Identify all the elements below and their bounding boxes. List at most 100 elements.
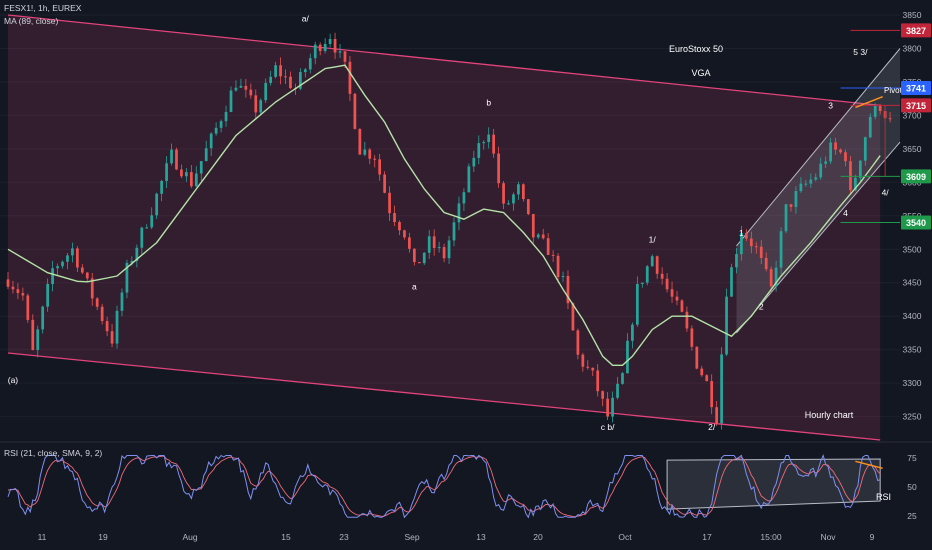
- candle: [799, 183, 803, 192]
- ma-legend[interactable]: MA (89, close): [4, 16, 59, 26]
- candle: [640, 282, 644, 284]
- price-tag[interactable]: 3715: [901, 98, 931, 113]
- candle: [779, 231, 783, 268]
- price-tag[interactable]: 3609: [901, 169, 931, 184]
- candle: [596, 370, 600, 392]
- candle: [566, 276, 570, 304]
- rsi-pane: 75 50 25: [7, 453, 917, 521]
- candle: [175, 149, 178, 170]
- time-tick-label: Nov: [820, 532, 836, 542]
- rsi-legend[interactable]: RSI (21, close, SMA, 9, 2): [4, 448, 103, 458]
- candle: [51, 268, 54, 285]
- price-tag-label: 3609: [906, 172, 926, 182]
- candle: [66, 255, 69, 262]
- candle: [338, 51, 342, 53]
- candle: [754, 246, 758, 248]
- candle: [730, 267, 733, 297]
- candle: [56, 266, 59, 269]
- candle: [170, 149, 173, 164]
- candle: [804, 183, 808, 185]
- candle: [670, 289, 674, 297]
- rising-channel: [736, 48, 900, 333]
- candle: [695, 346, 699, 369]
- candle: [536, 234, 540, 238]
- candle: [249, 89, 253, 96]
- rsi-orange-line: [855, 460, 883, 470]
- candle: [363, 149, 367, 155]
- price-tag[interactable]: 3827: [901, 23, 931, 38]
- candle: [482, 142, 486, 144]
- candle: [611, 397, 614, 417]
- time-tick-label: 13: [476, 532, 486, 542]
- price-tag-bg: [901, 169, 931, 184]
- candle: [616, 383, 619, 398]
- candle: [46, 284, 50, 307]
- rising-channel-lower-line[interactable]: [736, 141, 901, 334]
- time-tick-label: 17: [702, 532, 712, 542]
- candle: [462, 192, 466, 204]
- time-tick-label: 20: [533, 532, 543, 542]
- candle: [417, 262, 421, 264]
- candle: [561, 276, 565, 278]
- candle: [497, 153, 500, 184]
- channel-upper-line[interactable]: [7, 14, 881, 107]
- candle: [571, 303, 575, 331]
- candle: [784, 204, 788, 232]
- candle: [749, 238, 753, 247]
- price-tick-label: 3300: [903, 378, 922, 388]
- candle: [650, 256, 654, 267]
- rsi-channel: [666, 458, 881, 510]
- wave-label: a: [412, 281, 417, 291]
- candle: [105, 321, 109, 332]
- chart-subtitle: VGA: [691, 68, 710, 78]
- candle: [769, 269, 773, 287]
- candle: [740, 232, 743, 255]
- rising-channel-upper-line[interactable]: [736, 48, 901, 247]
- candle: [254, 95, 258, 113]
- candle: [680, 300, 684, 312]
- candle: [824, 161, 828, 164]
- candle: [383, 174, 386, 193]
- wave-label: 2/: [708, 422, 716, 432]
- candle: [442, 247, 446, 259]
- candle: [26, 295, 30, 320]
- candle: [834, 142, 837, 150]
- candle: [735, 254, 738, 268]
- candle: [259, 100, 263, 113]
- candle: [759, 246, 763, 258]
- symbol-legend[interactable]: FESX1!, 1h, EUREX: [4, 3, 82, 13]
- candle: [378, 159, 382, 175]
- candle: [888, 118, 892, 120]
- candle: [492, 134, 496, 154]
- price-tag-label: 3715: [906, 101, 926, 111]
- price-tag[interactable]: 3540: [901, 215, 931, 230]
- price-tick-label: 3650: [903, 144, 922, 154]
- orange-trend-line[interactable]: [855, 95, 883, 109]
- candle: [472, 157, 476, 167]
- price-tick-label: 3400: [903, 311, 922, 321]
- wave-label: 5 3/: [853, 47, 868, 57]
- candle: [209, 133, 213, 149]
- descending-channel: [8, 15, 881, 441]
- price-tick-label: 3850: [903, 10, 922, 20]
- candle: [289, 76, 292, 89]
- candle: [690, 328, 694, 347]
- candle: [655, 256, 659, 274]
- candle: [432, 236, 436, 248]
- channel-lower-line[interactable]: [7, 352, 881, 441]
- candle: [160, 180, 163, 194]
- rsi-signal-line: [7, 455, 881, 518]
- candle: [522, 184, 525, 200]
- candle: [878, 105, 882, 111]
- candle: [477, 143, 481, 158]
- candle: [328, 39, 332, 44]
- wave-label: b: [486, 97, 491, 107]
- candle: [21, 293, 25, 296]
- candle: [145, 227, 149, 229]
- candle: [512, 194, 515, 204]
- price-tag[interactable]: 3741: [901, 80, 931, 95]
- candle: [239, 85, 243, 88]
- candle: [343, 51, 347, 62]
- price-tag-bg: [901, 23, 931, 38]
